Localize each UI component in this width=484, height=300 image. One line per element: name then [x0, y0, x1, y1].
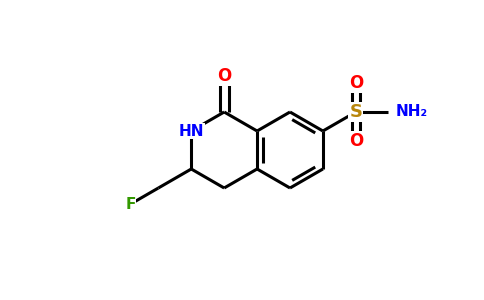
Text: F: F [125, 197, 136, 212]
Text: S: S [349, 103, 363, 121]
Text: O: O [348, 131, 363, 149]
Text: HN: HN [179, 124, 204, 139]
Text: O: O [348, 74, 363, 92]
Text: NH₂: NH₂ [396, 104, 428, 119]
Text: O: O [217, 67, 231, 85]
